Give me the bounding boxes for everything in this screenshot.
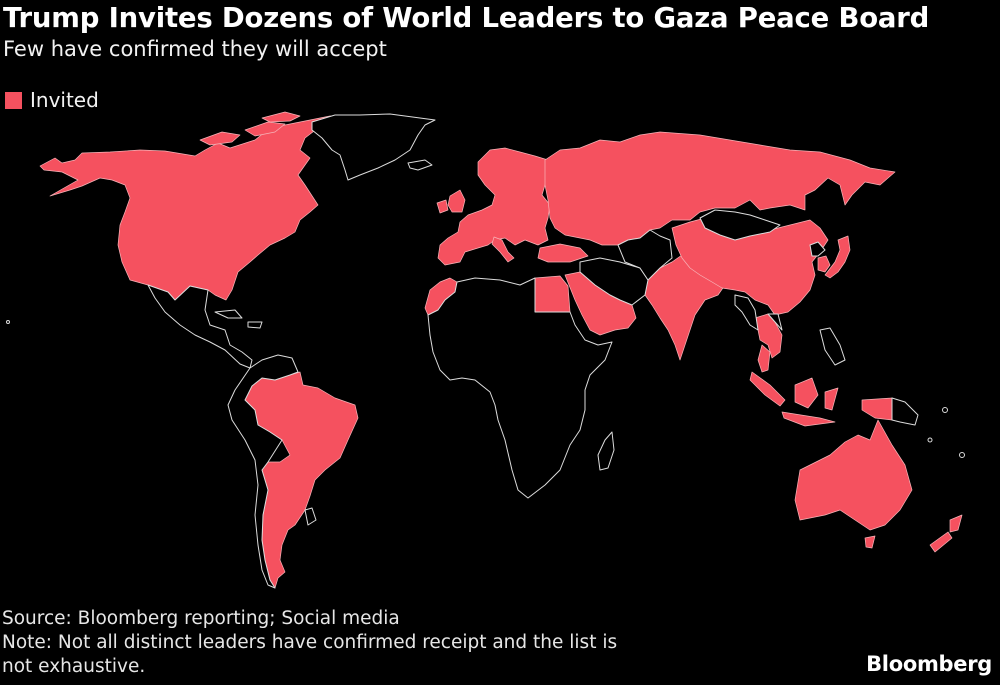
note-text-line1: Note: Not all distinct leaders have conf… [2,632,618,653]
region-iran-iraq [579,257,649,306]
region-africa [427,277,613,499]
legend-label-invited: Invited [30,88,99,112]
region-indonesia [749,371,786,407]
region-greenland [311,113,436,181]
region-egypt [534,275,571,313]
region-north-america [39,115,346,301]
source-text: Source: Bloomberg reporting; Social medi… [2,608,400,629]
region-russia-central-asia [544,131,896,246]
world-map [6,111,965,589]
bloomberg-logo: Bloomberg [866,652,992,676]
note-text-line2: not exhaustive. [2,656,146,677]
region-mexico-central-america [147,284,253,369]
legend-swatch-invited [5,91,22,109]
chart-title: Trump Invites Dozens of World Leaders to… [3,2,930,34]
chart-subtitle: Few have confirmed they will accept [3,37,387,61]
footer: Source: Bloomberg reporting; Social medi… [2,607,617,679]
region-mongolia [699,209,781,241]
region-australia [794,419,913,531]
legend: Invited [5,88,99,112]
region-south-america-invited [244,371,359,589]
region-northwest-south-america [227,354,299,589]
